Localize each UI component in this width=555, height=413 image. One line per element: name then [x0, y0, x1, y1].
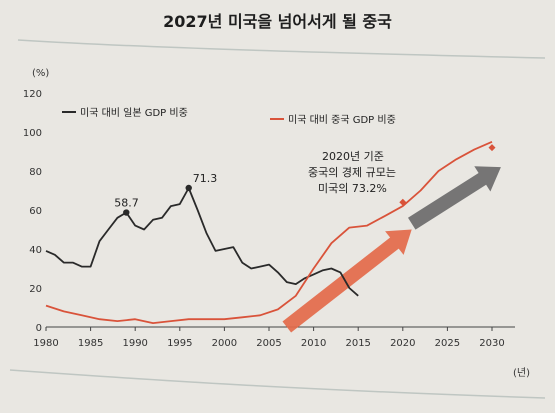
- annotation-line-1: 2020년 기준: [322, 150, 384, 163]
- x-axis-unit: (년): [513, 367, 530, 379]
- y-axis-ticks: 0 20 40 60 80 100 120: [23, 89, 42, 334]
- y-tick-label: 80: [29, 167, 42, 178]
- point-labels: 58.7 71.3: [114, 172, 217, 210]
- series-line-china: [45, 140, 493, 324]
- top-decor-rule: [17, 39, 546, 59]
- y-tick-label: 100: [23, 128, 42, 139]
- annotation-line-3: 미국의 73.2%: [318, 182, 387, 195]
- x-tick-label: 1985: [78, 338, 103, 349]
- orange-trend-arrow: [282, 229, 412, 333]
- x-tick-label: 2025: [435, 338, 460, 349]
- y-tick-label: 0: [36, 323, 42, 334]
- data-point-marker: [123, 209, 130, 216]
- annotation-line-2: 중국의 경제 규모는: [308, 166, 396, 179]
- x-tick-label: 1990: [122, 338, 147, 349]
- legend-label-china: 미국 대비 중국 GDP 비중: [288, 114, 396, 126]
- x-tick-label: 1980: [33, 338, 58, 349]
- x-tick-label: 2030: [479, 338, 504, 349]
- x-tick-label: 2020: [390, 338, 415, 349]
- series-line-japan: [45, 187, 359, 297]
- data-point-label: 58.7: [114, 197, 139, 210]
- trend-arrows: [282, 166, 501, 333]
- x-axis-ticks: 1980 1985 1990 1995 2000 2005 2010 2015 2020 2025…: [33, 327, 505, 349]
- legend-label-japan: 미국 대비 일본 GDP 비중: [80, 107, 188, 119]
- x-tick-label: 2000: [212, 338, 237, 349]
- annotation: 2020년 기준 중국의 경제 규모는 미국의 73.2%: [308, 150, 396, 195]
- series-lines: [45, 140, 493, 324]
- x-tick-label: 2005: [256, 338, 281, 349]
- bottom-decor-rule: [9, 369, 546, 399]
- y-tick-label: 40: [29, 245, 42, 256]
- y-tick-label: 120: [23, 89, 42, 100]
- gray-trend-arrow: [408, 166, 501, 230]
- legend: 미국 대비 일본 GDP 비중 미국 대비 중국 GDP 비중: [62, 107, 396, 126]
- x-tick-label: 1995: [167, 338, 192, 349]
- x-tick-label: 2015: [345, 338, 370, 349]
- data-point-marker: [185, 184, 192, 192]
- data-markers: [123, 144, 496, 216]
- data-point-marker: [399, 198, 407, 206]
- chart-title: 2027년 미국을 넘어서게 될 중국: [163, 12, 392, 31]
- data-point-marker: [488, 144, 496, 152]
- data-point-label: 71.3: [193, 172, 218, 185]
- y-axis-unit: (%): [32, 68, 49, 79]
- x-tick-label: 2010: [301, 338, 326, 349]
- y-tick-label: 60: [29, 206, 42, 217]
- y-tick-label: 20: [29, 284, 42, 295]
